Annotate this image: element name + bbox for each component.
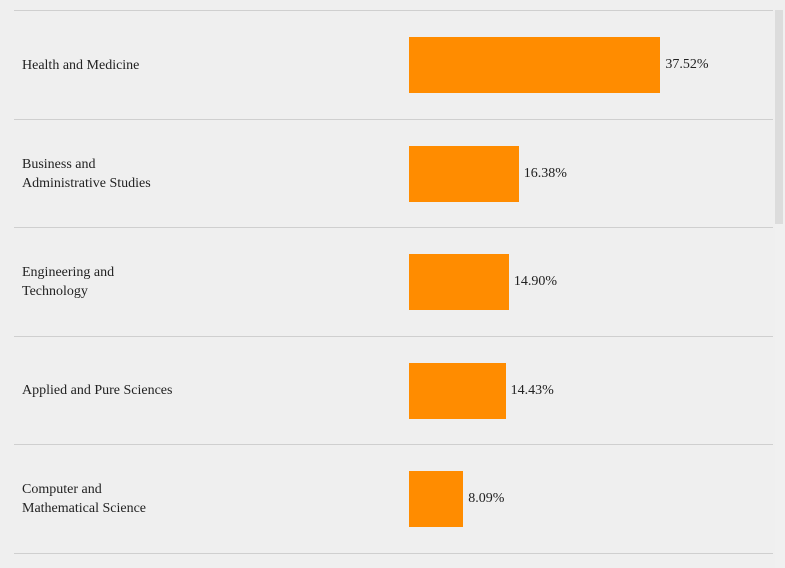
scrollbar-track[interactable] — [775, 10, 785, 568]
row-separator — [14, 336, 773, 337]
chart-row: Business and Administrative Studies 16.38… — [14, 120, 773, 228]
value-label: 16.38% — [523, 165, 567, 181]
value-label: 8.09% — [468, 491, 505, 507]
bar — [409, 254, 509, 311]
category-label: Engineering and Technology — [22, 265, 115, 300]
value-label: 14.90% — [513, 274, 557, 290]
row-separator — [14, 444, 773, 445]
bar — [409, 37, 661, 93]
bar — [409, 145, 519, 202]
chart-row: Health and Medicine 37.52% — [14, 11, 773, 119]
bar — [409, 471, 464, 528]
chart-row: Applied and Pure Sciences 14.43% — [14, 337, 773, 445]
row-separator — [14, 10, 773, 11]
chart-row: Engineering and Technology 14.90% — [14, 228, 773, 336]
scrollbar-thumb[interactable] — [775, 10, 783, 224]
row-separator — [14, 119, 773, 120]
value-label: 14.43% — [510, 382, 554, 398]
category-label: Applied and Pure Sciences — [22, 383, 173, 399]
row-separator — [14, 227, 773, 228]
bar — [409, 362, 506, 419]
row-separator — [14, 553, 773, 554]
value-label: 37.52% — [665, 57, 709, 72]
chart-row: Computer and Mathematical Science 8.09% — [14, 445, 773, 553]
category-label: Health and Medicine — [22, 57, 140, 73]
category-label: Business and Administrative Studies — [22, 156, 151, 191]
category-label: Computer and Mathematical Science — [22, 482, 146, 517]
